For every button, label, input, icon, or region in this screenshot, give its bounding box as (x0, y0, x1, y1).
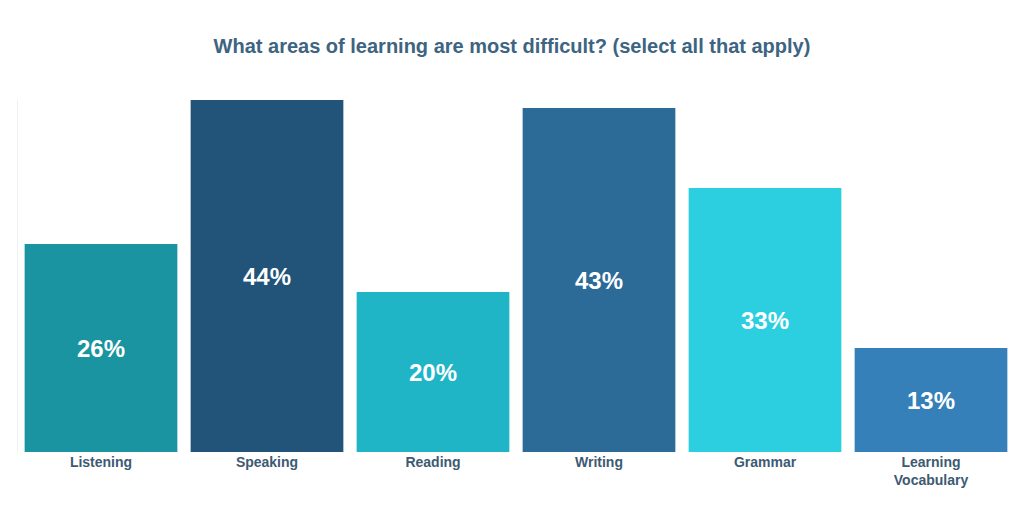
svg-text:LearningVocabulary: LearningVocabulary (894, 454, 969, 488)
svg-text:33%: 33% (741, 307, 789, 334)
svg-text:Writing: Writing (575, 454, 623, 470)
svg-text:Grammar: Grammar (734, 454, 797, 470)
svg-text:Listening: Listening (70, 454, 132, 470)
svg-text:13%: 13% (907, 387, 955, 414)
svg-text:43%: 43% (575, 267, 623, 294)
svg-text:Reading: Reading (405, 454, 460, 470)
svg-text:44%: 44% (243, 263, 291, 290)
svg-text:What areas of learning are mos: What areas of learning are most difficul… (214, 35, 811, 57)
svg-text:26%: 26% (77, 335, 125, 362)
svg-text:Speaking: Speaking (236, 454, 298, 470)
svg-text:20%: 20% (409, 359, 457, 386)
